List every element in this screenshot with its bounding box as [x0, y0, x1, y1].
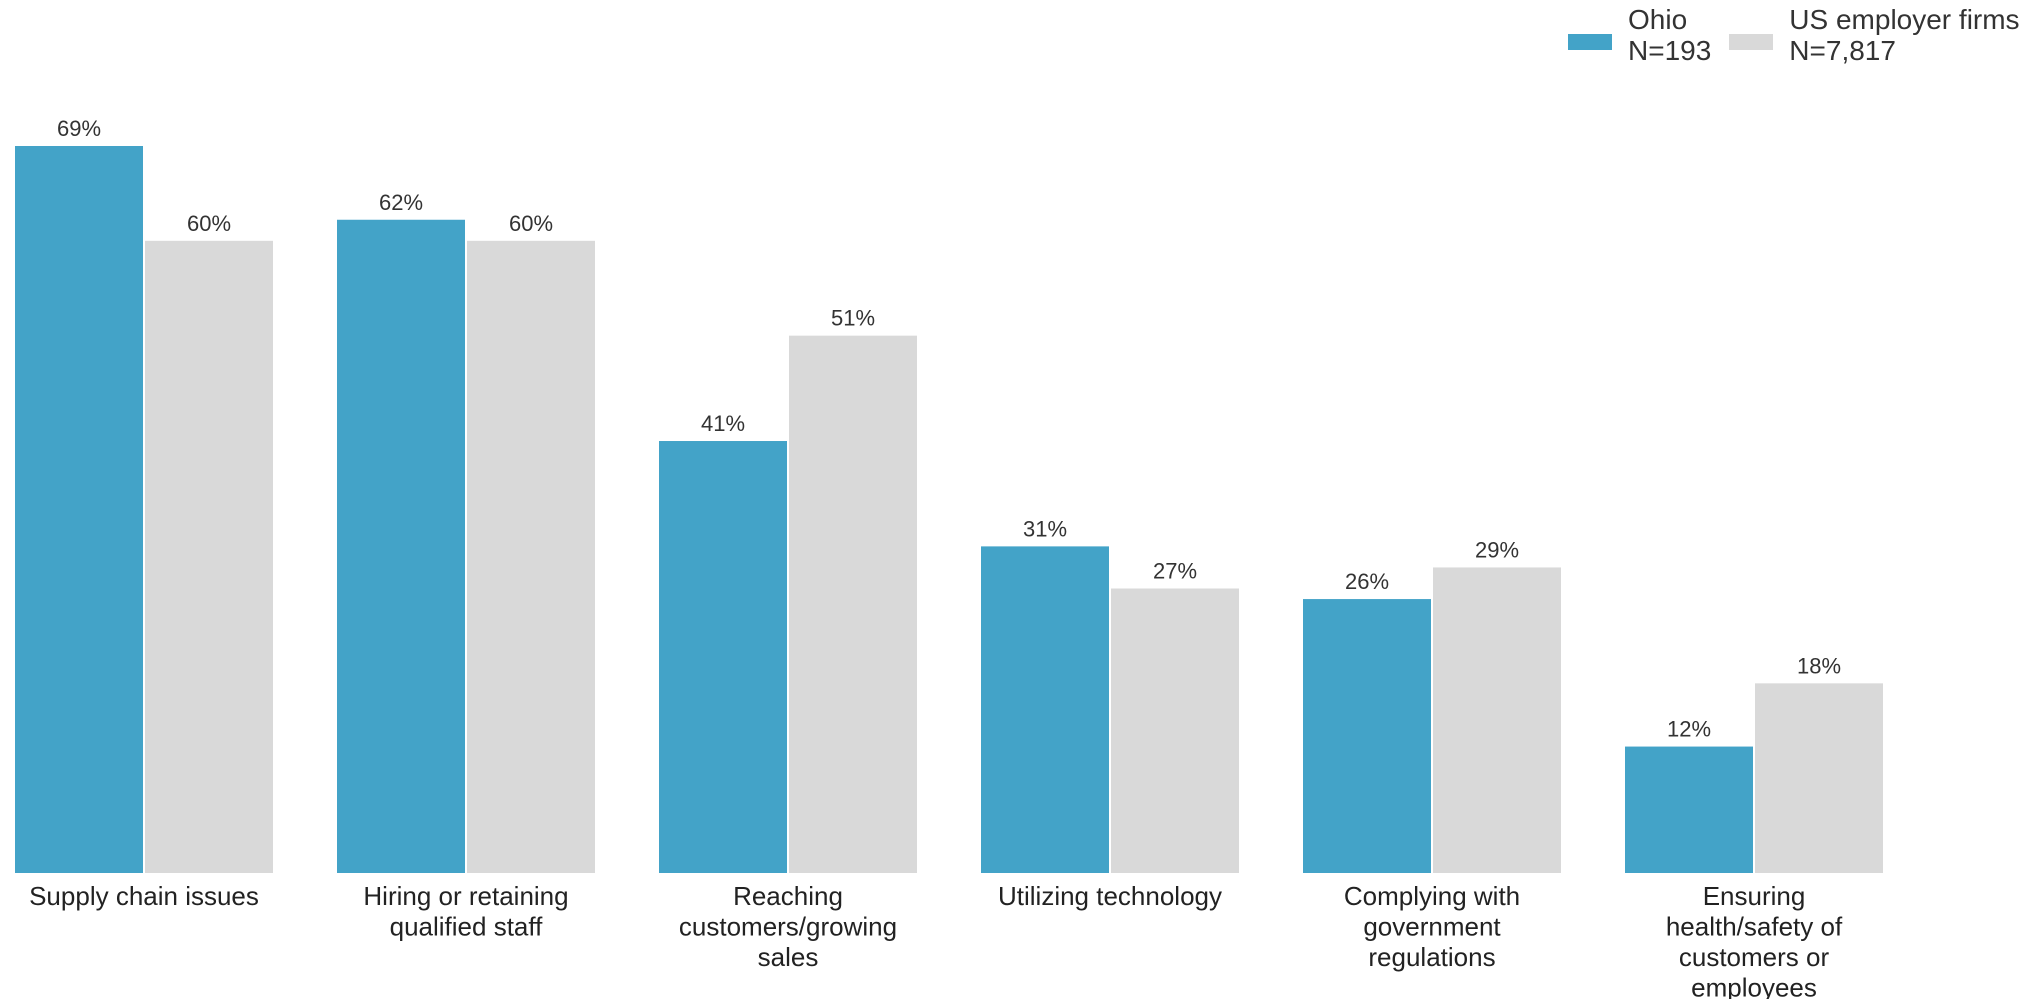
data-label-ohio-6: 12%	[1667, 717, 1711, 742]
data-label-us-employer-firms-6: 18%	[1797, 653, 1841, 678]
category-label-line: government	[1363, 912, 1501, 942]
data-label-ohio-4: 31%	[1023, 516, 1067, 541]
category-label-line: Ensuring	[1703, 881, 1806, 911]
category-label-line: Utilizing technology	[998, 881, 1222, 911]
legend-text-ohio: Ohio N=193	[1628, 4, 1711, 66]
bar-us-employer-firms-6	[1755, 683, 1883, 873]
bar-ohio-1	[15, 146, 143, 873]
data-label-us-employer-firms-4: 27%	[1153, 559, 1197, 584]
legend-text-us: US employer firms N=7,817	[1789, 4, 2019, 66]
category-label-4: Utilizing technology	[998, 881, 1222, 911]
bar-us-employer-firms-4	[1111, 588, 1239, 873]
bar-ohio-4	[981, 546, 1109, 873]
bar-ohio-2	[337, 219, 465, 874]
bar-ohio-3	[659, 441, 787, 873]
bar-us-employer-firms-5	[1433, 567, 1561, 873]
category-label-line: health/safety of	[1666, 912, 1843, 942]
category-label-line: Complying with	[1344, 881, 1520, 911]
bar-ohio-5	[1303, 599, 1431, 873]
category-label-1: Supply chain issues	[29, 881, 259, 911]
category-label-line: Hiring or retaining	[363, 881, 568, 911]
data-label-us-employer-firms-5: 29%	[1475, 537, 1519, 562]
bar-us-employer-firms-2	[467, 240, 595, 874]
data-label-ohio-5: 26%	[1345, 569, 1389, 594]
category-label-line: employees	[1691, 973, 1817, 1000]
category-label-line: Supply chain issues	[29, 881, 259, 911]
bar-us-employer-firms-3	[789, 335, 917, 873]
legend-label-us: US employer firms	[1789, 4, 2020, 35]
data-label-us-employer-firms-2: 60%	[509, 211, 553, 236]
chart-legend: Ohio N=193 US employer firms N=7,817	[1568, 4, 2020, 66]
data-label-us-employer-firms-3: 51%	[831, 306, 875, 331]
category-label-2: Hiring or retaining qualified staff	[363, 881, 568, 942]
legend-item-us: US employer firms N=7,817	[1729, 4, 2020, 66]
category-label-line: Reaching	[733, 881, 843, 911]
legend-label-ohio: Ohio	[1628, 4, 1688, 35]
category-label-line: customers/growing	[679, 912, 897, 942]
category-label-6: Ensuring health/safety of customers or empl…	[1666, 881, 1843, 999]
legend-sample-size-ohio: N=193	[1628, 35, 1712, 66]
bar-us-employer-firms-1	[145, 240, 273, 874]
category-label-3: Reaching customers/growing sales	[679, 881, 897, 972]
data-label-ohio-1: 69%	[57, 116, 101, 141]
category-label-5: Complying with government regulations	[1344, 881, 1520, 972]
category-label-line: regulations	[1368, 942, 1495, 972]
category-label-line: qualified staff	[390, 912, 544, 942]
data-label-ohio-2: 62%	[379, 190, 423, 215]
data-label-us-employer-firms-1: 60%	[187, 211, 231, 236]
legend-swatch-us	[1729, 34, 1774, 50]
category-label-line: sales	[758, 942, 819, 972]
bar-ohio-6	[1625, 746, 1753, 873]
category-label-line: customers or	[1679, 942, 1830, 972]
data-label-ohio-3: 41%	[701, 411, 745, 436]
legend-swatch-ohio	[1568, 34, 1612, 50]
legend-sample-size-us: N=7,817	[1789, 35, 1896, 66]
legend-item-ohio: Ohio N=193	[1568, 4, 1711, 66]
